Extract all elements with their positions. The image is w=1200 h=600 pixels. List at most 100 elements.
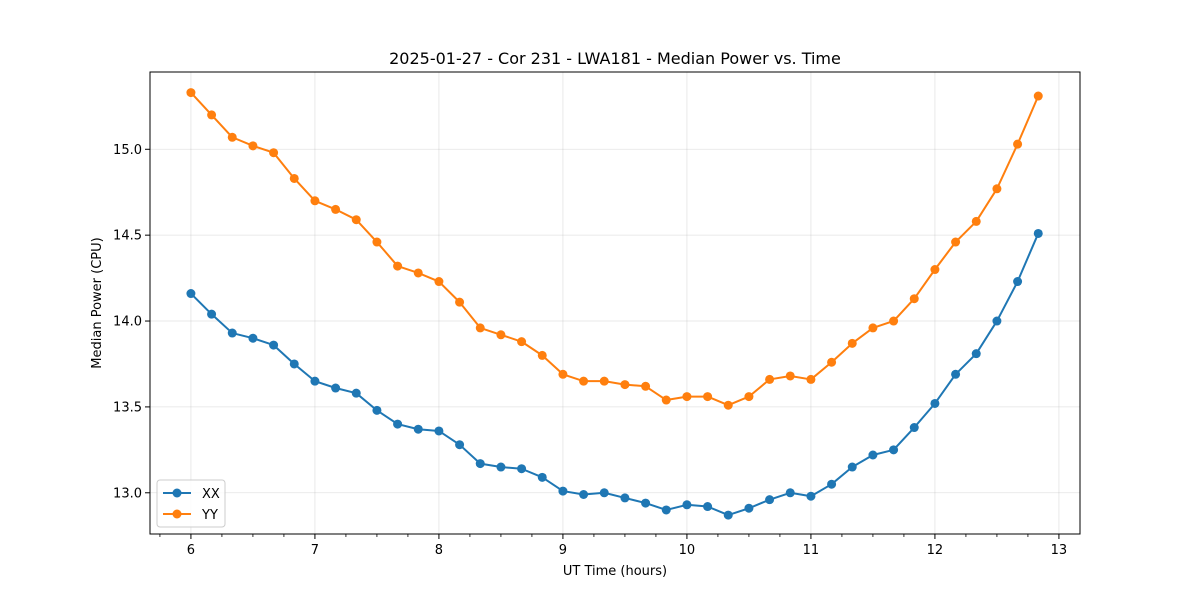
data-point-xx <box>661 505 671 515</box>
x-tick-label: 11 <box>803 543 820 558</box>
data-point-xx <box>951 369 961 379</box>
data-point-xx <box>682 500 692 510</box>
data-point-xx <box>1013 277 1023 287</box>
data-point-yy <box>620 380 630 390</box>
data-point-xx <box>641 498 651 508</box>
data-point-xx <box>971 349 981 359</box>
data-point-yy <box>517 337 527 347</box>
data-point-yy <box>1013 139 1023 149</box>
legend-label-xx: XX <box>202 487 220 502</box>
x-tick-label: 13 <box>1051 543 1068 558</box>
data-point-xx <box>186 289 196 299</box>
data-point-xx <box>930 398 940 408</box>
data-point-yy <box>434 277 444 287</box>
data-point-xx <box>310 376 320 386</box>
data-point-xx <box>393 419 403 429</box>
data-point-xx <box>785 488 795 498</box>
data-point-yy <box>661 395 671 405</box>
y-axis-label: Median Power (CPU) <box>90 237 105 368</box>
data-point-xx <box>889 445 899 455</box>
data-point-yy <box>868 323 878 333</box>
legend-marker-xx <box>172 488 182 498</box>
data-point-xx <box>455 440 465 450</box>
data-point-xx <box>703 502 713 512</box>
data-point-yy <box>971 216 981 226</box>
axis-ticks: 6 7 8 9 10 11 12 13 13.0 13.5 14.0 14.5 15.0 <box>113 143 1067 558</box>
data-point-xx <box>1033 228 1043 238</box>
data-point-xx <box>806 491 816 501</box>
y-tick-label: 14.5 <box>113 229 142 244</box>
x-tick-label: 9 <box>559 543 567 558</box>
y-tick-label: 14.0 <box>113 315 142 330</box>
x-axis-label: UT Time (hours) <box>563 564 667 579</box>
data-point-yy <box>393 261 403 271</box>
data-point-xx <box>909 423 919 433</box>
data-point-xx <box>827 479 837 489</box>
data-point-xx <box>744 503 754 513</box>
data-point-yy <box>207 110 217 120</box>
data-point-yy <box>889 316 899 326</box>
series-yy <box>186 88 1043 410</box>
data-point-yy <box>785 371 795 381</box>
data-point-xx <box>248 333 258 343</box>
data-point-yy <box>289 173 299 183</box>
data-point-xx <box>475 459 485 469</box>
data-point-yy <box>558 369 568 379</box>
data-point-yy <box>599 376 609 386</box>
data-point-yy <box>331 204 341 214</box>
data-point-xx <box>372 405 382 415</box>
data-point-xx <box>992 316 1002 326</box>
data-point-xx <box>207 309 217 319</box>
data-point-yy <box>930 265 940 275</box>
data-point-xx <box>599 488 609 498</box>
data-point-xx <box>351 388 361 398</box>
data-point-yy <box>413 268 423 278</box>
data-point-xx <box>269 340 279 350</box>
data-point-xx <box>847 462 857 472</box>
data-point-yy <box>579 376 589 386</box>
data-point-xx <box>765 495 775 505</box>
data-point-yy <box>496 330 506 340</box>
data-point-yy <box>269 148 279 158</box>
data-point-yy <box>723 400 733 410</box>
legend: XX YY <box>156 479 226 528</box>
y-tick-label: 15.0 <box>113 143 142 158</box>
data-point-xx <box>868 450 878 460</box>
y-tick-label: 13.5 <box>113 400 142 415</box>
data-point-xx <box>620 493 630 503</box>
chart-title: 2025-01-27 - Cor 231 - LWA181 - Median P… <box>389 49 841 68</box>
data-point-xx <box>517 464 527 474</box>
data-point-yy <box>372 237 382 247</box>
data-point-yy <box>641 381 651 391</box>
data-point-yy <box>806 374 816 384</box>
data-point-xx <box>537 472 547 482</box>
data-point-yy <box>682 392 692 402</box>
data-point-xx <box>434 426 444 436</box>
data-point-yy <box>909 294 919 304</box>
data-point-yy <box>703 392 713 402</box>
data-point-yy <box>248 141 258 151</box>
data-point-xx <box>413 424 423 434</box>
legend-label-yy: YY <box>201 508 218 523</box>
data-point-yy <box>537 350 547 360</box>
y-tick-label: 13.0 <box>113 486 142 501</box>
grid-lines <box>150 72 1080 534</box>
data-point-xx <box>289 359 299 369</box>
data-point-yy <box>992 184 1002 194</box>
data-point-xx <box>496 462 506 472</box>
data-point-xx <box>558 486 568 496</box>
x-tick-label: 8 <box>435 543 443 558</box>
series-xx <box>186 228 1043 520</box>
data-point-xx <box>331 383 341 393</box>
data-point-yy <box>847 338 857 348</box>
data-point-yy <box>475 323 485 333</box>
data-point-yy <box>827 357 837 367</box>
data-point-yy <box>1033 91 1043 101</box>
data-point-yy <box>455 297 465 307</box>
data-point-yy <box>744 392 754 402</box>
data-point-yy <box>227 132 237 142</box>
series-layer <box>186 88 1043 520</box>
x-tick-label: 7 <box>311 543 319 558</box>
data-point-yy <box>351 215 361 225</box>
